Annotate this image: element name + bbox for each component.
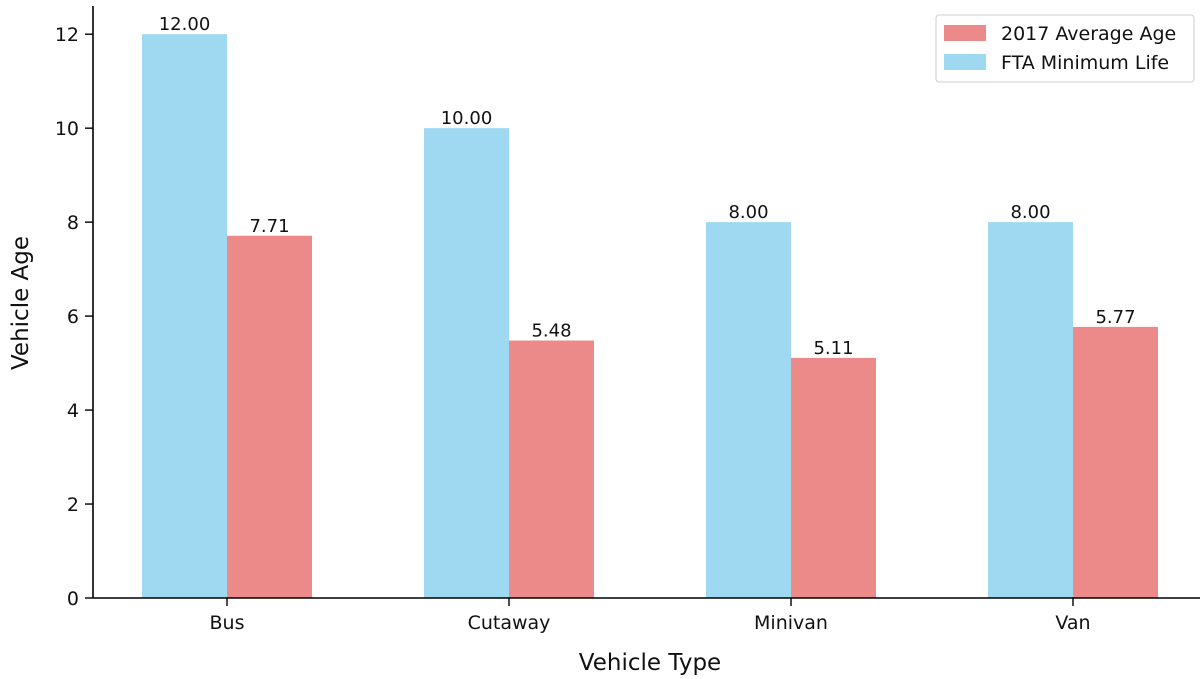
bar-cutaway-fta-minimum-life	[424, 128, 509, 598]
y-tick-label: 6	[67, 306, 79, 328]
y-tick-label: 8	[67, 212, 79, 234]
bar-minivan-average-age	[791, 357, 876, 598]
legend-box	[935, 14, 1195, 83]
x-tick-label: Bus	[210, 612, 245, 634]
legend: 2017 Average Age FTA Minimum Life	[935, 14, 1195, 83]
x-tick-label: Van	[1055, 612, 1090, 634]
bar-van-average-age	[1073, 326, 1158, 598]
legend-label: FTA Minimum Life	[1001, 52, 1169, 74]
x-axis-label: Vehicle Type	[579, 650, 721, 676]
x-tick-label: Cutaway	[468, 612, 551, 634]
y-tick-label: 2	[67, 494, 79, 516]
legend-swatch	[944, 54, 986, 70]
y-tick-label: 0	[67, 588, 79, 610]
value-labels-layer: 12.00 7.71 10.00 5.48 8.00 5.11 8.00 5.77	[159, 14, 1136, 359]
value-label: 8.00	[1010, 202, 1050, 223]
y-tick-label: 4	[67, 400, 79, 422]
value-label: 12.00	[159, 14, 211, 35]
y-tick-label: 10	[55, 118, 79, 140]
value-label: 5.48	[531, 321, 571, 342]
value-label: 7.71	[249, 216, 289, 237]
value-label: 5.77	[1095, 307, 1135, 328]
y-tick-label: 12	[55, 24, 79, 46]
value-label: 5.11	[813, 338, 853, 359]
bar-cutaway-average-age	[509, 340, 594, 598]
bar-minivan-fta-minimum-life	[706, 222, 791, 598]
bar-van-fta-minimum-life	[988, 222, 1073, 598]
bar-bus-fta-minimum-life	[142, 34, 227, 598]
bar-bus-average-age	[227, 235, 312, 598]
bars-layer	[142, 34, 1158, 598]
legend-label: 2017 Average Age	[1001, 23, 1176, 45]
legend-swatch	[944, 25, 986, 41]
value-label: 8.00	[728, 202, 768, 223]
value-label: 10.00	[441, 108, 493, 129]
x-tick-label: Minivan	[754, 612, 828, 634]
axes-layer: 0 2 4 6 8 10 12 Bus Cutaway Minivan Van	[55, 6, 1200, 634]
y-axis-label: Vehicle Age	[8, 236, 34, 370]
